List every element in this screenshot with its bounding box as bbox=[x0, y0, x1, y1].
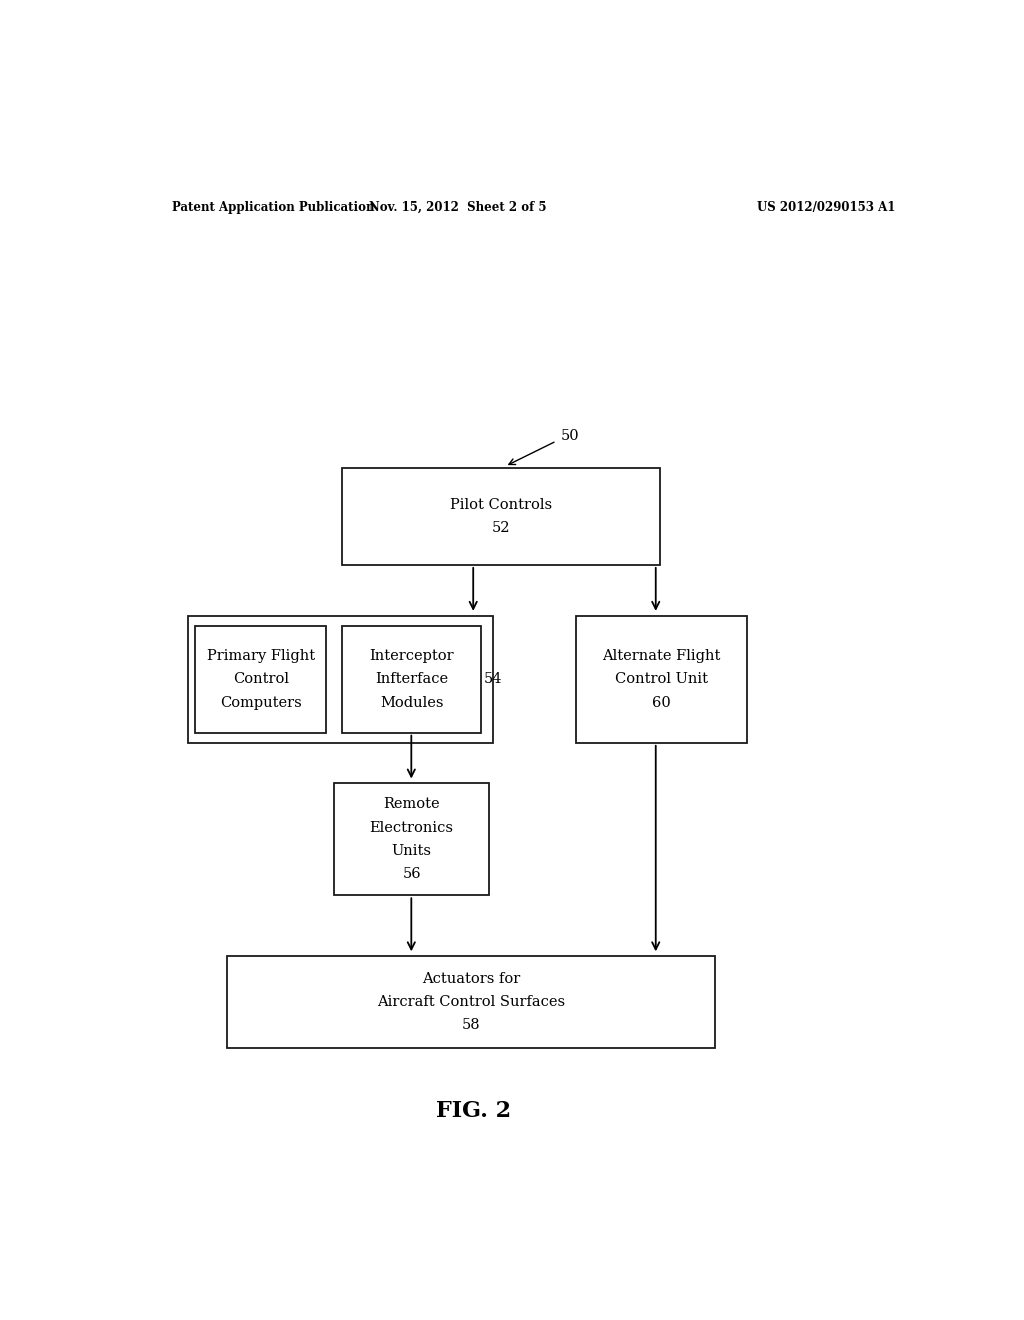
Text: US 2012/0290153 A1: US 2012/0290153 A1 bbox=[757, 201, 896, 214]
Bar bbox=[196, 626, 327, 733]
Text: Computers: Computers bbox=[220, 696, 302, 710]
Text: Control: Control bbox=[232, 672, 289, 686]
Text: 56: 56 bbox=[402, 867, 421, 882]
Text: Pilot Controls: Pilot Controls bbox=[450, 498, 552, 512]
Bar bbox=[334, 784, 489, 895]
Text: 54: 54 bbox=[483, 672, 503, 686]
Text: Infterface: Infterface bbox=[375, 672, 449, 686]
Text: 58: 58 bbox=[462, 1019, 480, 1032]
Text: Patent Application Publication: Patent Application Publication bbox=[172, 201, 374, 214]
Text: Actuators for: Actuators for bbox=[422, 972, 520, 986]
Text: Interceptor: Interceptor bbox=[370, 649, 454, 663]
Text: Control Unit: Control Unit bbox=[615, 672, 709, 686]
Bar bbox=[342, 469, 659, 565]
Text: Electronics: Electronics bbox=[370, 821, 454, 834]
Text: Nov. 15, 2012  Sheet 2 of 5: Nov. 15, 2012 Sheet 2 of 5 bbox=[369, 201, 546, 214]
Text: Aircraft Control Surfaces: Aircraft Control Surfaces bbox=[377, 995, 565, 1008]
Text: 60: 60 bbox=[652, 696, 671, 710]
Text: Remote: Remote bbox=[383, 797, 440, 812]
Text: 50: 50 bbox=[560, 429, 580, 444]
Text: Units: Units bbox=[392, 843, 432, 858]
Bar bbox=[187, 615, 494, 743]
Bar bbox=[342, 626, 481, 733]
Text: Alternate Flight: Alternate Flight bbox=[602, 649, 721, 663]
Text: Modules: Modules bbox=[380, 696, 443, 710]
Text: Primary Flight: Primary Flight bbox=[207, 649, 315, 663]
Text: FIG. 2: FIG. 2 bbox=[435, 1100, 511, 1122]
Text: 52: 52 bbox=[492, 521, 510, 536]
Bar bbox=[227, 956, 715, 1048]
Bar bbox=[577, 615, 748, 743]
